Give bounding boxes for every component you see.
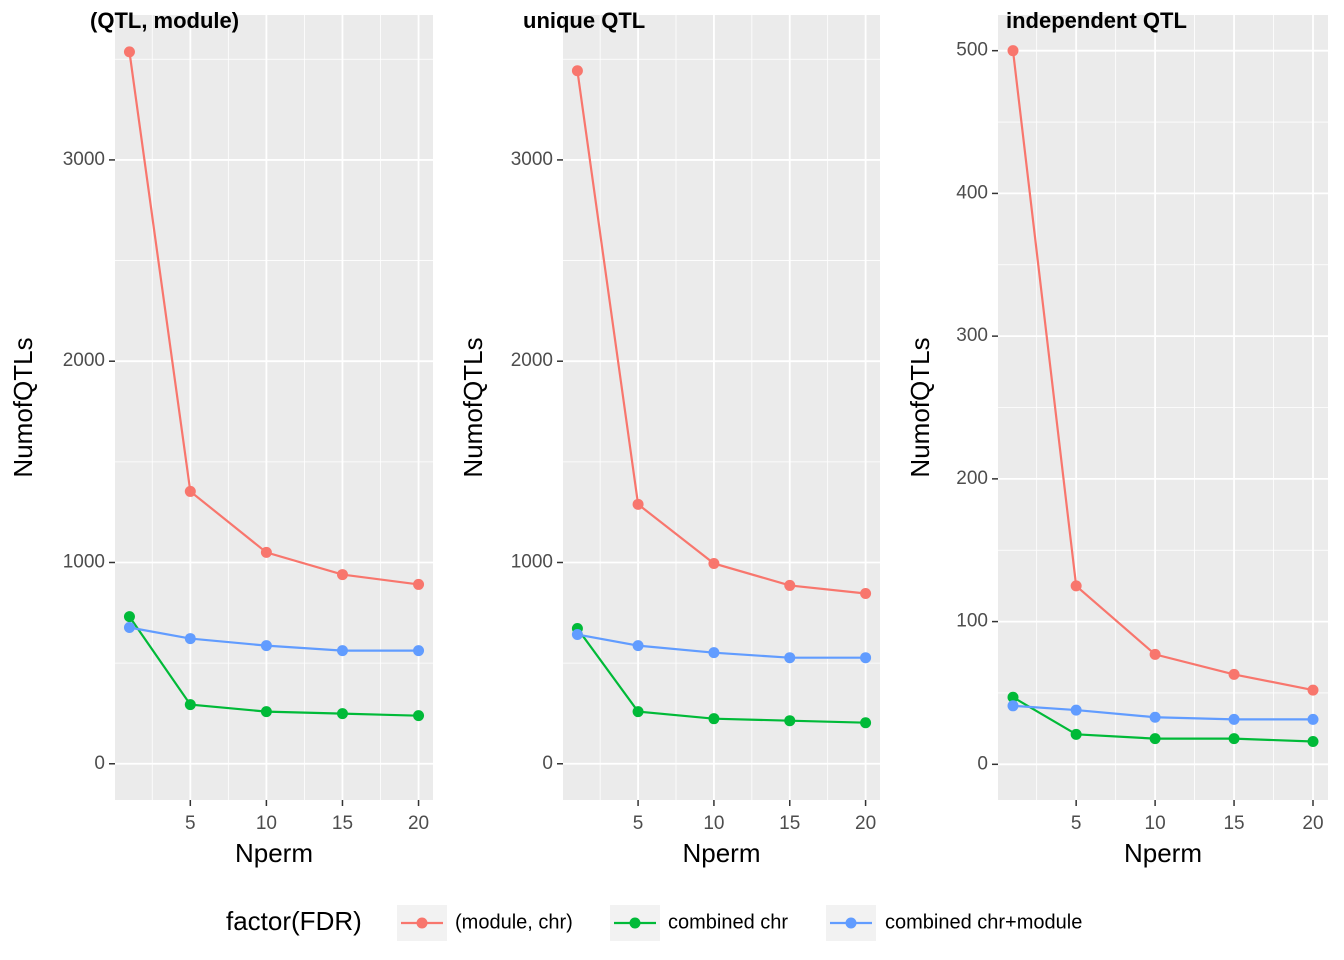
- point: [1007, 45, 1019, 57]
- y-tick-label: 3000: [63, 149, 105, 170]
- legend-label: (module, chr): [455, 911, 573, 933]
- point: [571, 629, 583, 641]
- point: [1070, 580, 1082, 592]
- y-tick-label: 3000: [511, 149, 553, 170]
- x-tick-label: 15: [332, 813, 353, 834]
- point: [708, 713, 720, 725]
- point: [413, 645, 425, 657]
- x-tick-label: 10: [1145, 813, 1166, 834]
- y-axis-label: NumofQTLs: [458, 337, 488, 477]
- y-axis-label: NumofQTLs: [8, 337, 38, 477]
- y-tick-label: 1000: [511, 552, 553, 573]
- point: [1149, 648, 1161, 660]
- point: [260, 546, 272, 558]
- panel-background: [115, 15, 433, 800]
- y-axis-label: NumofQTLs: [905, 337, 935, 477]
- point: [632, 498, 644, 510]
- legend-title: factor(FDR): [226, 906, 362, 936]
- legend-point: [845, 917, 857, 929]
- point: [632, 640, 644, 652]
- panel-title: (QTL, module): [90, 8, 239, 33]
- point: [1007, 700, 1019, 712]
- point: [336, 645, 348, 657]
- point: [1070, 704, 1082, 716]
- x-tick-label: 5: [185, 813, 196, 834]
- point: [860, 587, 872, 599]
- point: [184, 699, 196, 711]
- point: [123, 46, 135, 58]
- legend-point: [629, 917, 641, 929]
- y-tick-label: 0: [94, 753, 105, 774]
- point: [260, 706, 272, 718]
- x-axis-label: Nperm: [1124, 838, 1202, 868]
- x-tick-label: 5: [633, 813, 644, 834]
- point: [784, 652, 796, 664]
- x-tick-label: 15: [779, 813, 800, 834]
- point: [336, 569, 348, 581]
- y-tick-label: 500: [956, 40, 988, 61]
- x-tick-label: 10: [703, 813, 724, 834]
- y-tick-label: 0: [977, 753, 988, 774]
- y-tick-label: 400: [956, 182, 988, 203]
- point: [708, 647, 720, 659]
- x-tick-label: 15: [1223, 813, 1244, 834]
- point: [708, 557, 720, 569]
- point: [336, 708, 348, 720]
- y-tick-label: 1000: [63, 552, 105, 573]
- y-tick-label: 0: [542, 753, 553, 774]
- point: [260, 640, 272, 652]
- point: [1149, 711, 1161, 723]
- x-axis-label: Nperm: [235, 838, 313, 868]
- legend-label: combined chr: [668, 911, 788, 933]
- point: [1149, 733, 1161, 745]
- x-tick-label: 20: [1302, 813, 1323, 834]
- panel-background: [563, 15, 880, 800]
- y-tick-label: 2000: [63, 350, 105, 371]
- point: [184, 633, 196, 645]
- point: [632, 706, 644, 718]
- point: [860, 652, 872, 664]
- point: [1228, 733, 1240, 745]
- point: [571, 65, 583, 77]
- point: [784, 715, 796, 727]
- point: [860, 717, 872, 729]
- y-tick-label: 100: [956, 611, 988, 632]
- x-axis-label: Nperm: [682, 838, 760, 868]
- x-tick-label: 10: [256, 813, 277, 834]
- point: [1070, 728, 1082, 740]
- panel-title: unique QTL: [523, 8, 645, 33]
- y-tick-label: 200: [956, 468, 988, 489]
- y-tick-label: 2000: [511, 350, 553, 371]
- point: [413, 710, 425, 722]
- legend-point: [416, 917, 428, 929]
- point: [1228, 668, 1240, 680]
- point: [784, 579, 796, 591]
- x-tick-label: 20: [408, 813, 429, 834]
- point: [123, 622, 135, 634]
- x-tick-label: 20: [855, 813, 876, 834]
- point: [413, 578, 425, 590]
- point: [1307, 735, 1319, 747]
- panel-title: independent QTL: [1006, 8, 1187, 33]
- point: [184, 485, 196, 497]
- legend-label: combined chr+module: [885, 911, 1082, 933]
- y-tick-label: 300: [956, 325, 988, 346]
- point: [1228, 713, 1240, 725]
- point: [1007, 691, 1019, 703]
- point: [123, 611, 135, 623]
- point: [1307, 684, 1319, 696]
- point: [1307, 713, 1319, 725]
- x-tick-label: 5: [1071, 813, 1082, 834]
